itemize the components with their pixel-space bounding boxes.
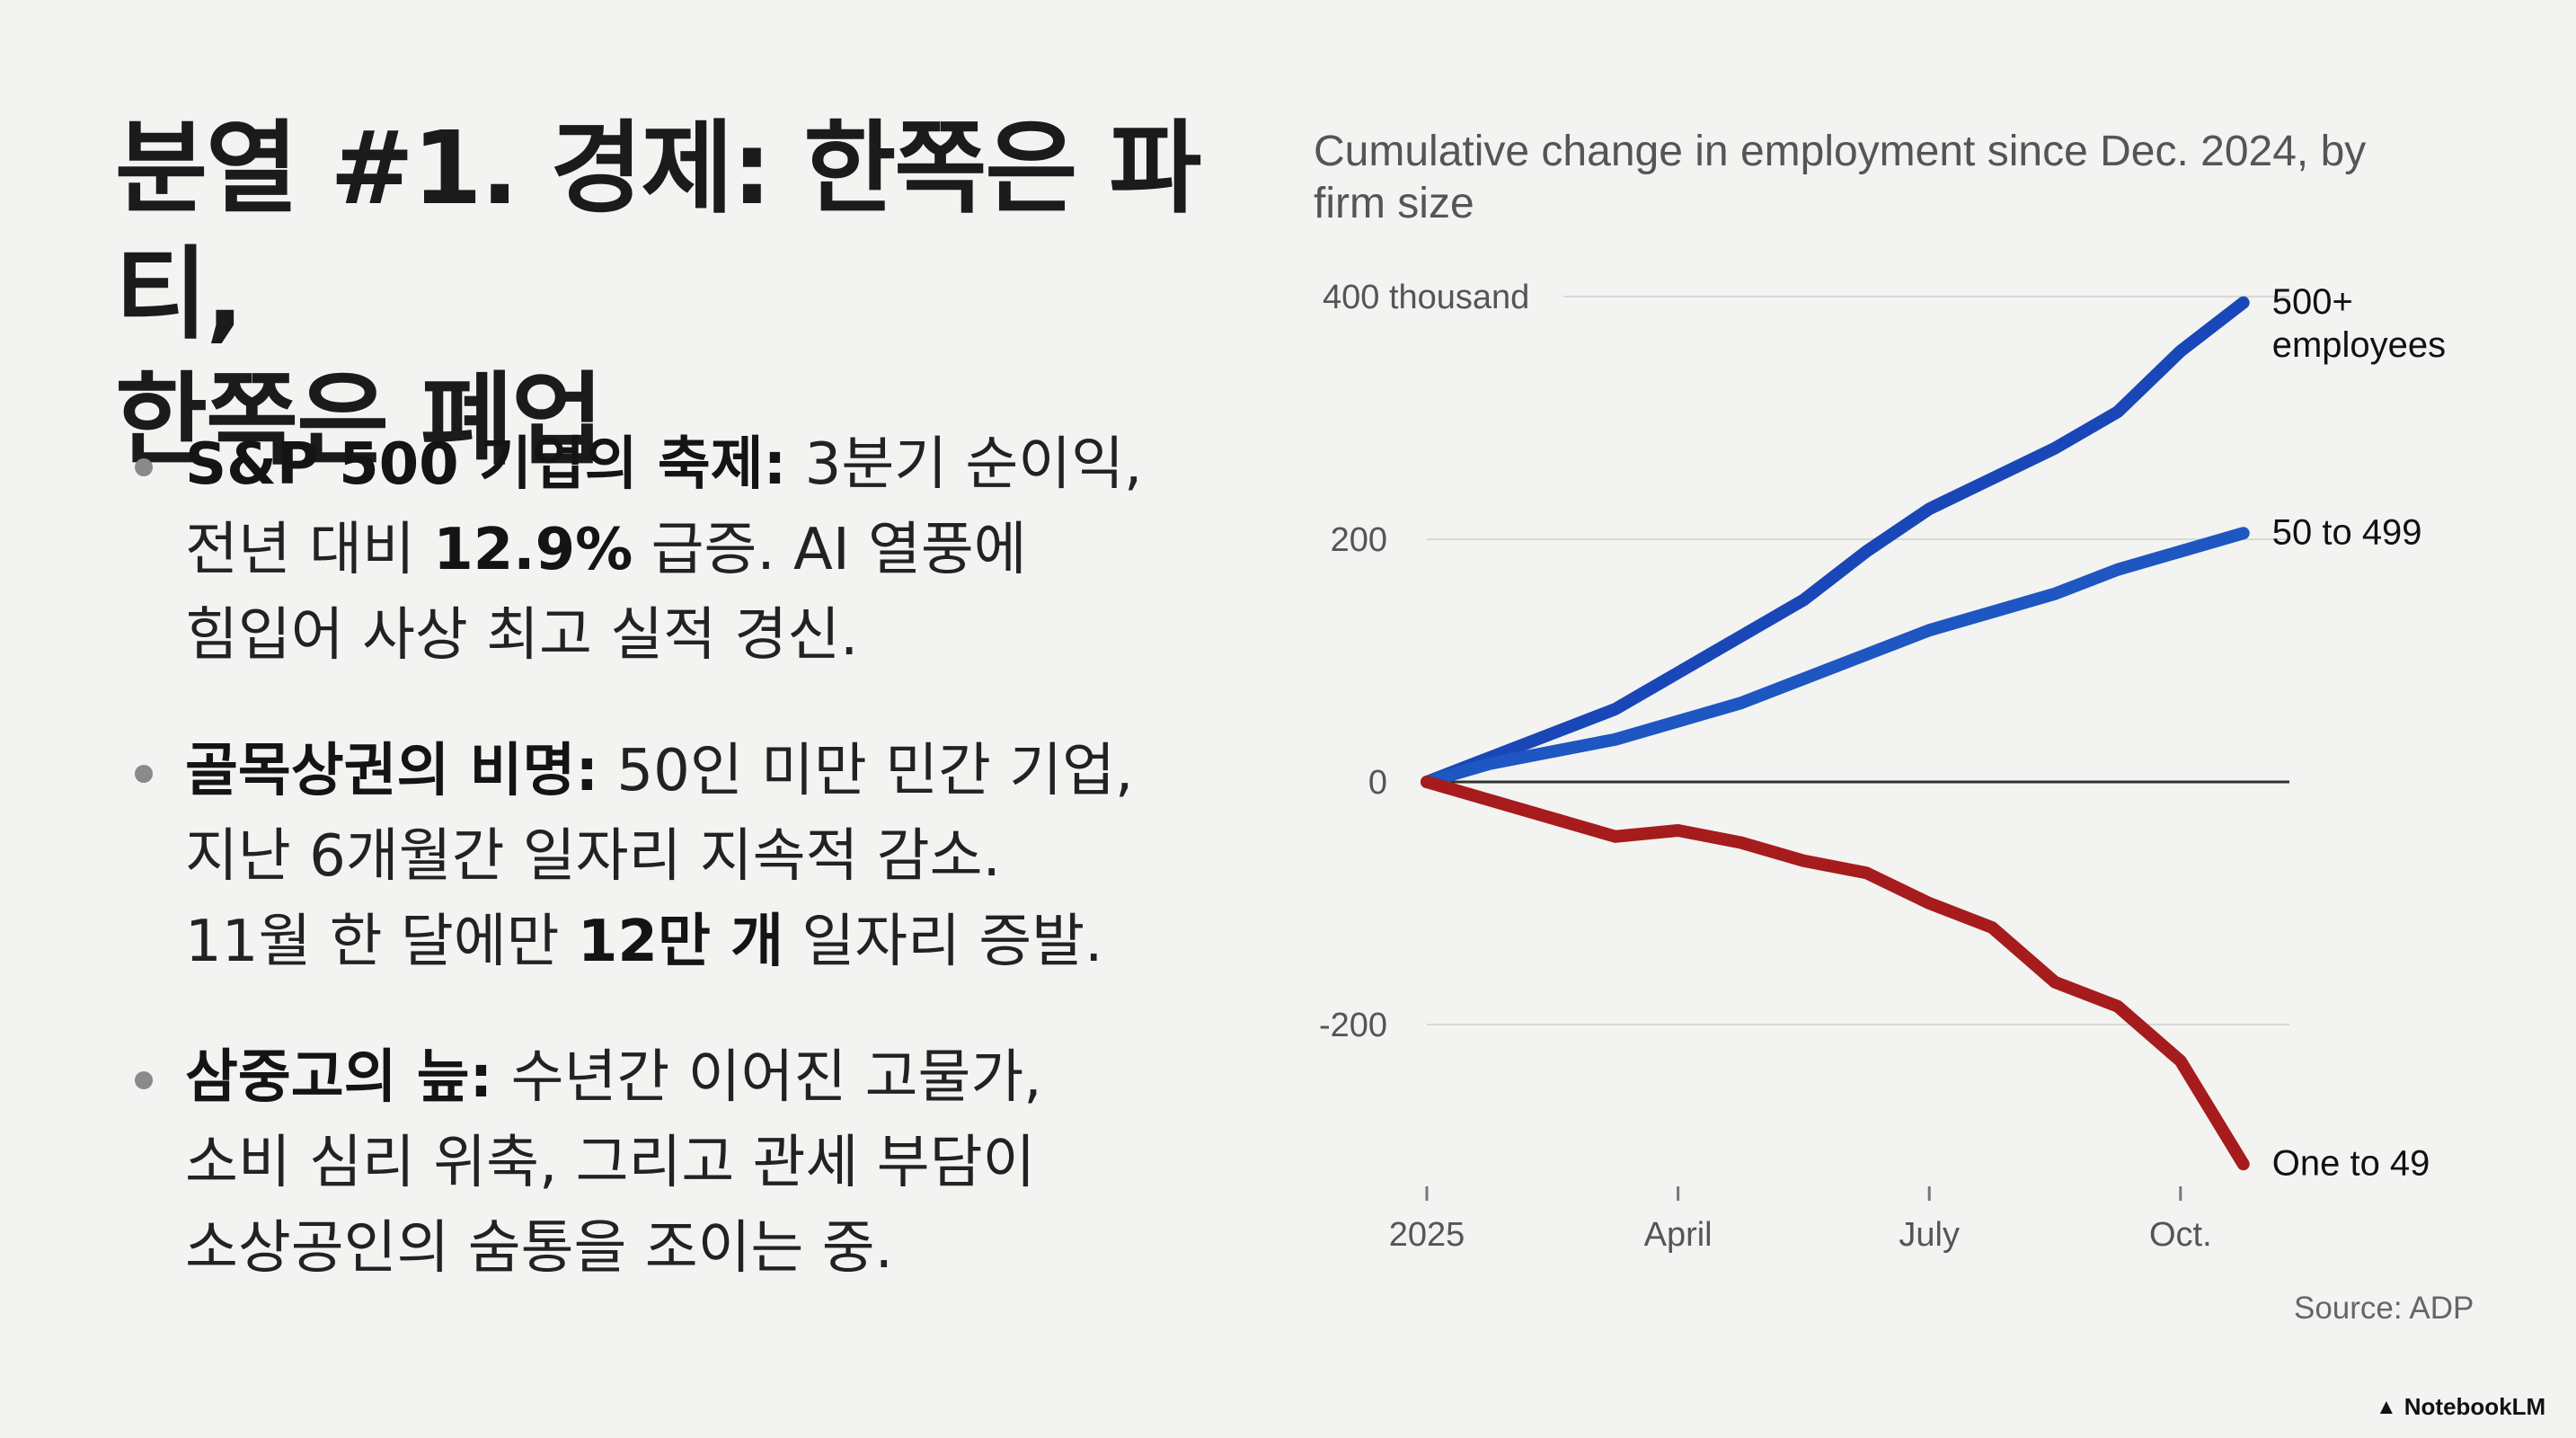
x-tick-label: 2025 <box>1389 1216 1465 1254</box>
bullet-text: 소상공인의 숨통을 조이는 중. <box>185 1215 893 1282</box>
y-tick-label: 400 thousand <box>1323 279 1529 316</box>
notebooklm-logo-icon: ▲ <box>2376 1394 2397 1419</box>
y-tick-label: 200 <box>1331 521 1387 559</box>
series-label: One to 49 <box>2272 1143 2430 1183</box>
bullet-text: 11월 한 달에만 <box>185 909 578 975</box>
bullet-text: 급증. AI 열풍에 <box>633 517 1027 583</box>
bullet-dot <box>135 765 153 783</box>
slide-title-line1: 분열 #1. 경제: 한쪽은 파티, <box>115 111 1201 353</box>
series-line-1 <box>1421 296 2250 788</box>
x-tick-label: April <box>1644 1216 1713 1254</box>
bullet-small-business: 골목상권의 비명: 50인 미만 민간 기업, 지난 6개월간 일자리 지속적 … <box>135 729 1168 985</box>
x-tick-label: Oct. <box>2149 1216 2212 1254</box>
chart-title-line1: Cumulative change in employment since De… <box>1314 128 2367 175</box>
bullet-text: 소비 심리 위축, 그리고 관세 부담이 <box>185 1130 1036 1196</box>
bullet-emphasis: 12만 개 <box>577 909 783 975</box>
bullet-text: 일자리 증발. <box>783 909 1103 975</box>
series-label: 50 to 499 <box>2272 512 2422 552</box>
y-tick-label: -200 <box>1319 1007 1387 1044</box>
bullet-emphasis: 12.9% <box>433 517 633 583</box>
bullet-heading: 삼중고의 늪: <box>185 1044 493 1111</box>
slide-title: 분열 #1. 경제: 한쪽은 파티, 한쪽은 폐업 <box>115 106 1265 484</box>
bullet-sp500: S&P 500 기업의 축제: 3분기 순이익, 전년 대비 12.9% 급증.… <box>135 422 1168 679</box>
bullet-text: 3분기 순이익, <box>786 431 1143 498</box>
bullet-text: 지난 6개월간 일자리 지속적 감소. <box>185 823 1001 890</box>
chart-title: Cumulative change in employment since De… <box>1314 126 2482 230</box>
bullet-dot <box>135 458 153 476</box>
series-label: 500+ <box>2272 282 2353 322</box>
y-tick-label: 0 <box>1368 764 1387 802</box>
bullet-text: 전년 대비 <box>185 517 434 583</box>
notebooklm-brand: ▲ NotebookLM <box>2376 1393 2545 1421</box>
x-tick-label: July <box>1899 1216 1960 1254</box>
bullet-text: 수년간 이어진 고물가, <box>492 1044 1042 1111</box>
bullet-text: 50인 미만 민간 기업, <box>598 738 1134 804</box>
bullet-triple-burden: 삼중고의 늪: 수년간 이어진 고물가, 소비 심리 위축, 그리고 관세 부담… <box>135 1035 1168 1292</box>
bullet-heading: 골목상권의 비명: <box>185 738 599 804</box>
series-line-2 <box>1421 527 2250 788</box>
bullet-text: 힘입어 사상 최고 실적 경신. <box>185 602 859 669</box>
series-line-3 <box>1421 776 2250 1171</box>
bullet-dot <box>135 1071 153 1089</box>
bullet-heading: S&P 500 기업의 축제: <box>185 431 787 498</box>
chart-title-line2: firm size <box>1314 180 1474 227</box>
series-label: employees <box>2272 325 2446 365</box>
chart-source: Source: ADP <box>2294 1291 2474 1326</box>
brand-label: NotebookLM <box>2403 1393 2546 1420</box>
bullet-list: S&P 500 기업의 축제: 3분기 순이익, 전년 대비 12.9% 급증.… <box>135 422 1168 1342</box>
slide-title-line2: 한쪽은 폐업 <box>115 362 604 479</box>
